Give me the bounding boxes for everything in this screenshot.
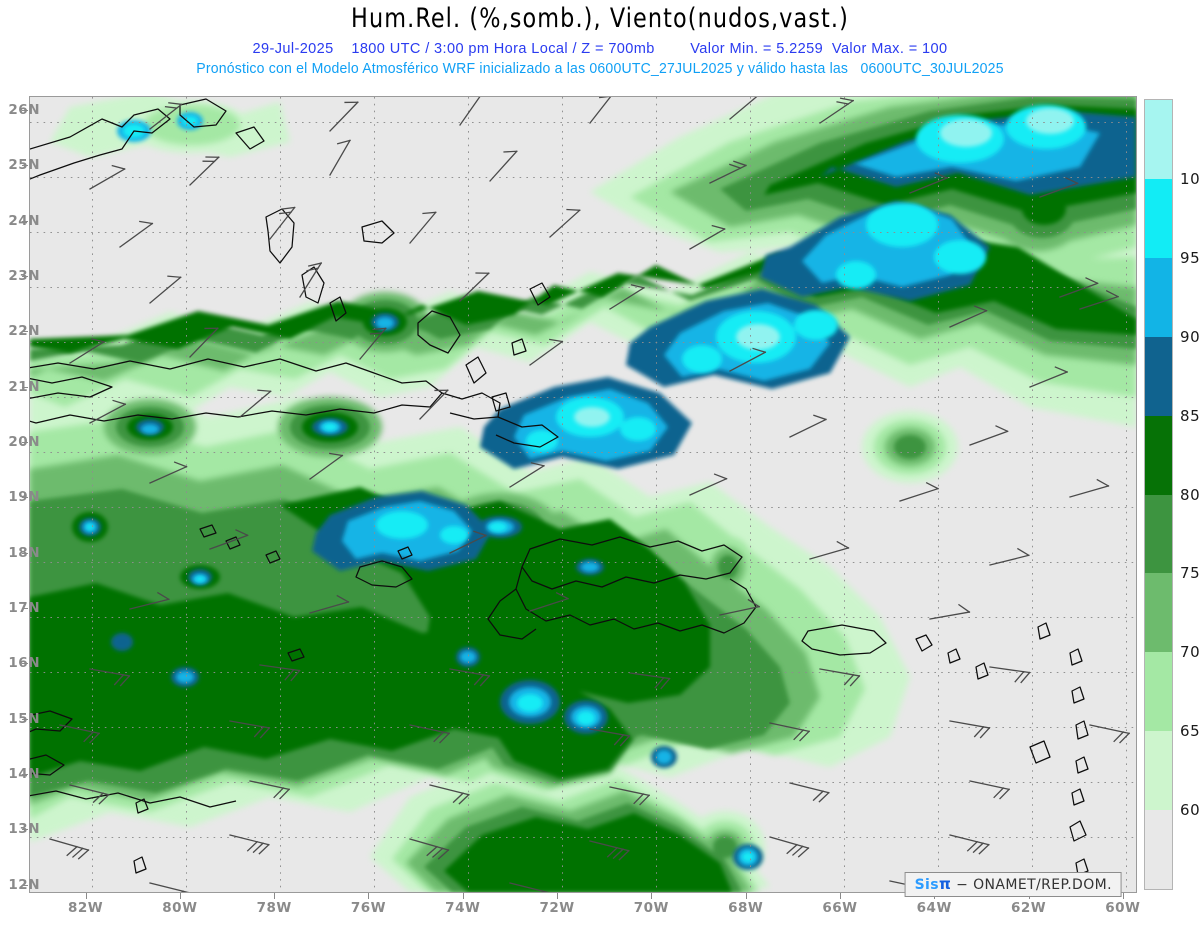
- x-tick-mark: [651, 893, 652, 899]
- x-tick-label: 60W: [1105, 900, 1141, 916]
- x-tick-label: 72W: [539, 900, 575, 916]
- x-tick-mark: [463, 893, 464, 899]
- x-tick-mark: [86, 893, 87, 899]
- source-watermark: Sisπ − ONAMET/REP.DOM.: [904, 872, 1122, 897]
- colorbar-tick-label: 100: [1180, 169, 1200, 188]
- y-tick-mark: [22, 221, 28, 222]
- colorbar-band: [1145, 652, 1172, 732]
- x-tick-mark: [274, 893, 275, 899]
- x-tick-label: 68W: [728, 900, 764, 916]
- x-tick-label: 74W: [445, 900, 481, 916]
- colorbar-band: [1145, 178, 1172, 258]
- chart-title: Hum.Rel. (%,somb.), Viento(nudos,vast.): [351, 3, 849, 34]
- x-tick-label: 62W: [1010, 900, 1047, 916]
- y-tick-mark: [22, 885, 28, 886]
- y-tick-label: 20N: [8, 433, 40, 450]
- colorbar-band: [1145, 731, 1172, 811]
- x-tick-mark: [746, 893, 747, 899]
- x-tick-mark: [368, 893, 369, 899]
- colorbar-tick-label: 60: [1180, 801, 1200, 820]
- y-tick-mark: [22, 165, 28, 166]
- colorbar-band: [1145, 336, 1172, 416]
- watermark-dash: −: [951, 877, 974, 893]
- y-tick-label: 15N: [8, 710, 40, 727]
- y-tick-label: 26N: [8, 101, 40, 118]
- y-tick-mark: [22, 276, 28, 277]
- x-tick-label: 82W: [67, 900, 104, 916]
- colorbar-band: [1145, 573, 1172, 653]
- x-tick-label: 76W: [350, 900, 387, 916]
- x-tick-mark: [840, 893, 841, 899]
- y-tick-mark: [22, 331, 28, 332]
- colorbar-band: [1145, 257, 1172, 337]
- coastline-layer: [30, 98, 1089, 892]
- watermark-pi-icon: π: [939, 875, 952, 893]
- y-tick-mark: [22, 553, 28, 554]
- lat-lon-grid: [30, 97, 1136, 892]
- chart-subtitle-primary: 29-Jul-2025 1800 UTC / 3:00 pm Hora Loca…: [252, 40, 948, 57]
- x-tick-mark: [180, 893, 181, 899]
- humidity-shading-layer: [30, 97, 1136, 892]
- map-canvas: [29, 96, 1137, 893]
- watermark-organization: ONAMET/REP.DOM.: [973, 877, 1112, 893]
- colorbar-band: [1145, 100, 1172, 179]
- map-plot-area: [29, 96, 1137, 893]
- y-tick-label: 17N: [8, 599, 40, 616]
- colorbar-tick-label: 95: [1180, 248, 1200, 267]
- colorbar-tick-label: 75: [1180, 564, 1200, 583]
- colorbar: [1144, 99, 1173, 890]
- y-tick-mark: [22, 719, 28, 720]
- y-tick-label: 23N: [8, 267, 40, 284]
- y-tick-label: 12N: [8, 876, 40, 893]
- y-tick-mark: [22, 497, 28, 498]
- chart-subtitle-model: Pronóstico con el Modelo Atmosférico WRF…: [196, 61, 1004, 77]
- colorbar-tick-label: 70: [1180, 643, 1200, 662]
- x-tick-mark: [557, 893, 558, 899]
- x-tick-label: 70W: [633, 900, 669, 916]
- colorbar-band: [1145, 415, 1172, 495]
- y-tick-mark: [22, 387, 28, 388]
- y-tick-mark: [22, 663, 28, 664]
- y-tick-label: 18N: [8, 544, 40, 561]
- colorbar-tick-label: 80: [1180, 485, 1200, 504]
- y-tick-label: 24N: [8, 212, 40, 229]
- y-tick-mark: [22, 774, 28, 775]
- x-tick-label: 80W: [162, 900, 198, 916]
- y-tick-label: 21N: [8, 378, 40, 395]
- x-tick-label: 64W: [916, 900, 952, 916]
- colorbar-band: [1145, 494, 1172, 574]
- y-tick-mark: [22, 442, 28, 443]
- watermark-sis-text: Sis: [914, 877, 939, 893]
- colorbar-tick-label: 65: [1180, 722, 1200, 741]
- colorbar-band: [1145, 810, 1172, 889]
- x-tick-mark: [1123, 893, 1124, 899]
- chart-header: Hum.Rel. (%,somb.), Viento(nudos,vast.) …: [0, 0, 1200, 78]
- colorbar-tick-label: 85: [1180, 406, 1200, 425]
- y-tick-mark: [22, 110, 28, 111]
- x-tick-label: 66W: [822, 900, 858, 916]
- map-graphics: [30, 97, 1136, 892]
- y-tick-mark: [22, 608, 28, 609]
- colorbar-tick-label: 90: [1180, 327, 1200, 346]
- x-tick-label: 78W: [256, 900, 292, 916]
- y-tick-mark: [22, 829, 28, 830]
